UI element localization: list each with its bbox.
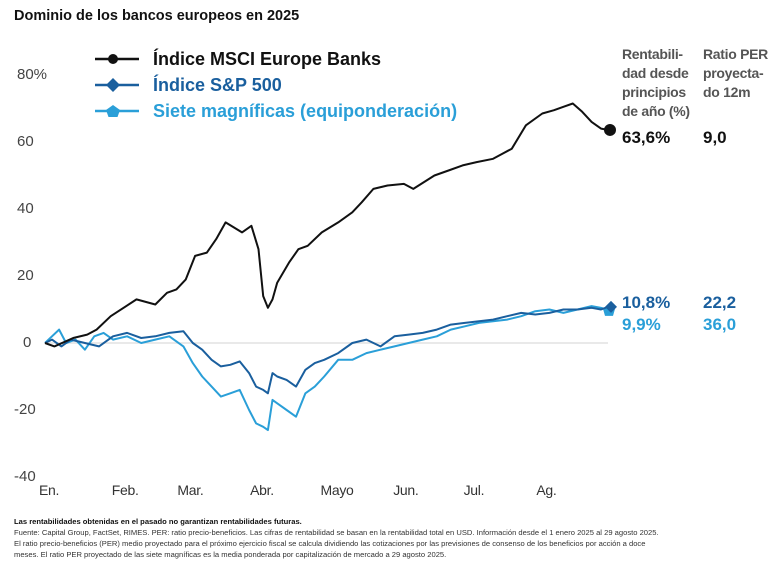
legend-item-sp500: Índice S&P 500 <box>95 72 457 98</box>
circle-icon <box>95 54 139 64</box>
y-tick-label: -40 <box>14 468 36 485</box>
y-tick-label: 80% <box>17 66 48 83</box>
x-tick-label: Ag. <box>536 482 557 498</box>
y-tick-label: 20 <box>17 267 34 284</box>
x-tick-label: En. <box>39 482 60 498</box>
y-tick-label: -20 <box>14 401 36 418</box>
x-tick-label: Feb. <box>111 482 139 498</box>
forward-pe-header: Ratio PER proyecta- do 12m <box>703 46 768 100</box>
y-tick-label: 0 <box>23 334 32 351</box>
x-tick-label: Mar. <box>177 482 204 498</box>
end-marker-msci <box>604 123 616 136</box>
footnote: Las rentabilidades obtenidas en el pasad… <box>14 516 764 560</box>
series-line-sp500 <box>44 305 609 395</box>
legend-item-msci: Índice MSCI Europe Banks <box>95 46 457 72</box>
footnote-line-1: Fuente: Capital Group, FactSet, RIMES. P… <box>14 528 659 537</box>
x-tick-label: Abr. <box>250 482 274 498</box>
footnote-disclaimer: Las rentabilidades obtenidas en el pasad… <box>14 517 302 526</box>
y-tick-label: 60 <box>17 133 34 150</box>
diamond-icon <box>95 78 139 92</box>
footnote-line-3: meses. El ratio PER proyectado de las si… <box>14 550 447 559</box>
series-line-msci <box>44 102 609 348</box>
series-line-mag7 <box>44 305 609 432</box>
footnote-line-2: El ratio precio-beneficios (PER) medio p… <box>14 539 646 548</box>
end-marker-sp500 <box>605 300 617 313</box>
mag7-pe-value: 36,0 <box>703 315 737 334</box>
sp500-pe-value: 22,2 <box>703 293 737 312</box>
msci-ytd-value: 63,6% <box>622 128 671 147</box>
x-tick-label: Jul. <box>463 482 485 498</box>
legend-label-mag7: Siete magníficas (equiponderación) <box>153 100 458 121</box>
chart-title: Dominio de los bancos europeos en 2025 <box>14 8 300 24</box>
sp500-ytd-value: 10,8% <box>622 293 671 312</box>
legend-item-mag7: Siete magníficas (equiponderación) <box>95 98 457 124</box>
legend-label-sp500: Índice S&P 500 <box>153 74 282 95</box>
y-tick-label: 40 <box>17 200 34 217</box>
x-tick-label: Jun. <box>393 482 419 498</box>
legend-label-msci: Índice MSCI Europe Banks <box>153 48 382 69</box>
mag7-ytd-value: 9,9% <box>622 315 661 334</box>
msci-pe-value: 9,0 <box>703 128 727 147</box>
pentagon-icon <box>95 105 139 117</box>
ytd-return-header: Rentabili- dad desde principios de año (… <box>622 46 690 119</box>
x-tick-label: Mayo <box>320 482 354 498</box>
legend: Índice MSCI Europe Banks Índice S&P 500 … <box>95 46 457 124</box>
